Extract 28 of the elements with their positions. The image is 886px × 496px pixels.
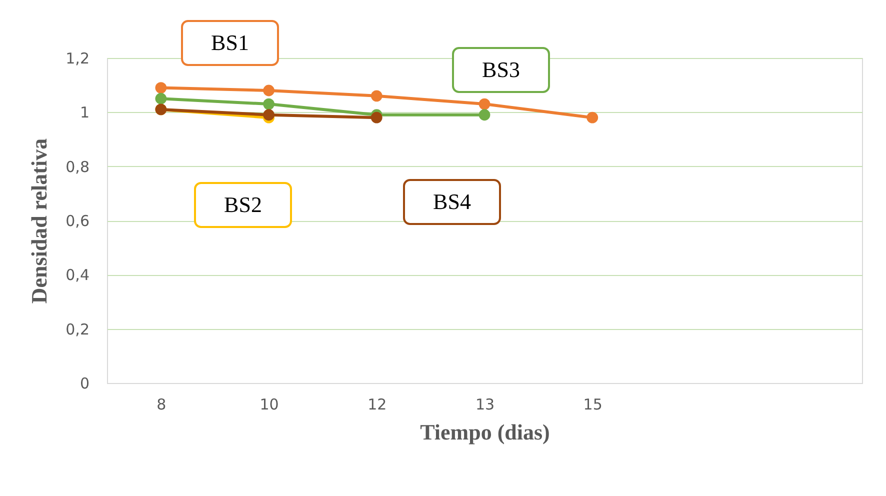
x-tick-label: 15 xyxy=(583,396,602,414)
point xyxy=(263,98,274,110)
x-tick-label: 12 xyxy=(368,396,387,414)
y-tick-label: 0,4 xyxy=(66,266,90,284)
point xyxy=(370,90,382,102)
point xyxy=(478,109,490,121)
point xyxy=(263,109,274,121)
text: BS4 xyxy=(433,189,471,214)
y-tick-label: 1 xyxy=(80,104,90,122)
y-tick-label: 0 xyxy=(80,374,90,392)
point xyxy=(155,82,167,94)
x-tick-label: 13 xyxy=(475,396,495,414)
point xyxy=(478,98,490,110)
y-axis-title: Densidad relativa xyxy=(26,138,52,304)
y-tick-label: 0,6 xyxy=(66,212,90,230)
point xyxy=(370,112,382,124)
x-tick-label: 8 xyxy=(156,396,166,414)
y-tick-label: 1,2 xyxy=(66,50,90,68)
point xyxy=(263,84,274,96)
x-tick-label: 10 xyxy=(260,396,279,414)
series-label: BS3 xyxy=(482,57,520,82)
y-tick-label: 0,2 xyxy=(66,320,90,338)
point xyxy=(155,92,167,104)
y-tick-label: 0,8 xyxy=(66,158,90,176)
series-label: BS1 xyxy=(211,30,249,55)
point xyxy=(586,112,598,124)
x-axis-title: Tiempo (dias) xyxy=(420,420,550,444)
text: BS2 xyxy=(224,192,262,217)
